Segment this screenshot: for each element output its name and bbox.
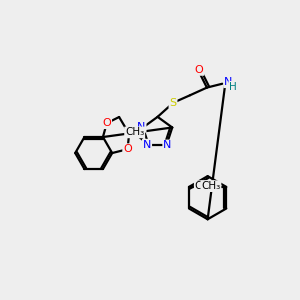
- Text: CH₃: CH₃: [125, 128, 144, 137]
- Text: O: O: [123, 144, 132, 154]
- Text: O: O: [102, 118, 111, 128]
- Text: S: S: [169, 98, 177, 108]
- Text: N: N: [224, 77, 232, 87]
- Text: N: N: [143, 140, 151, 150]
- Text: H: H: [229, 82, 237, 92]
- Text: N: N: [163, 140, 172, 151]
- Text: CH₃: CH₃: [201, 181, 220, 191]
- Text: CH₃: CH₃: [195, 181, 214, 191]
- Text: O: O: [195, 65, 204, 75]
- Text: N: N: [137, 122, 146, 132]
